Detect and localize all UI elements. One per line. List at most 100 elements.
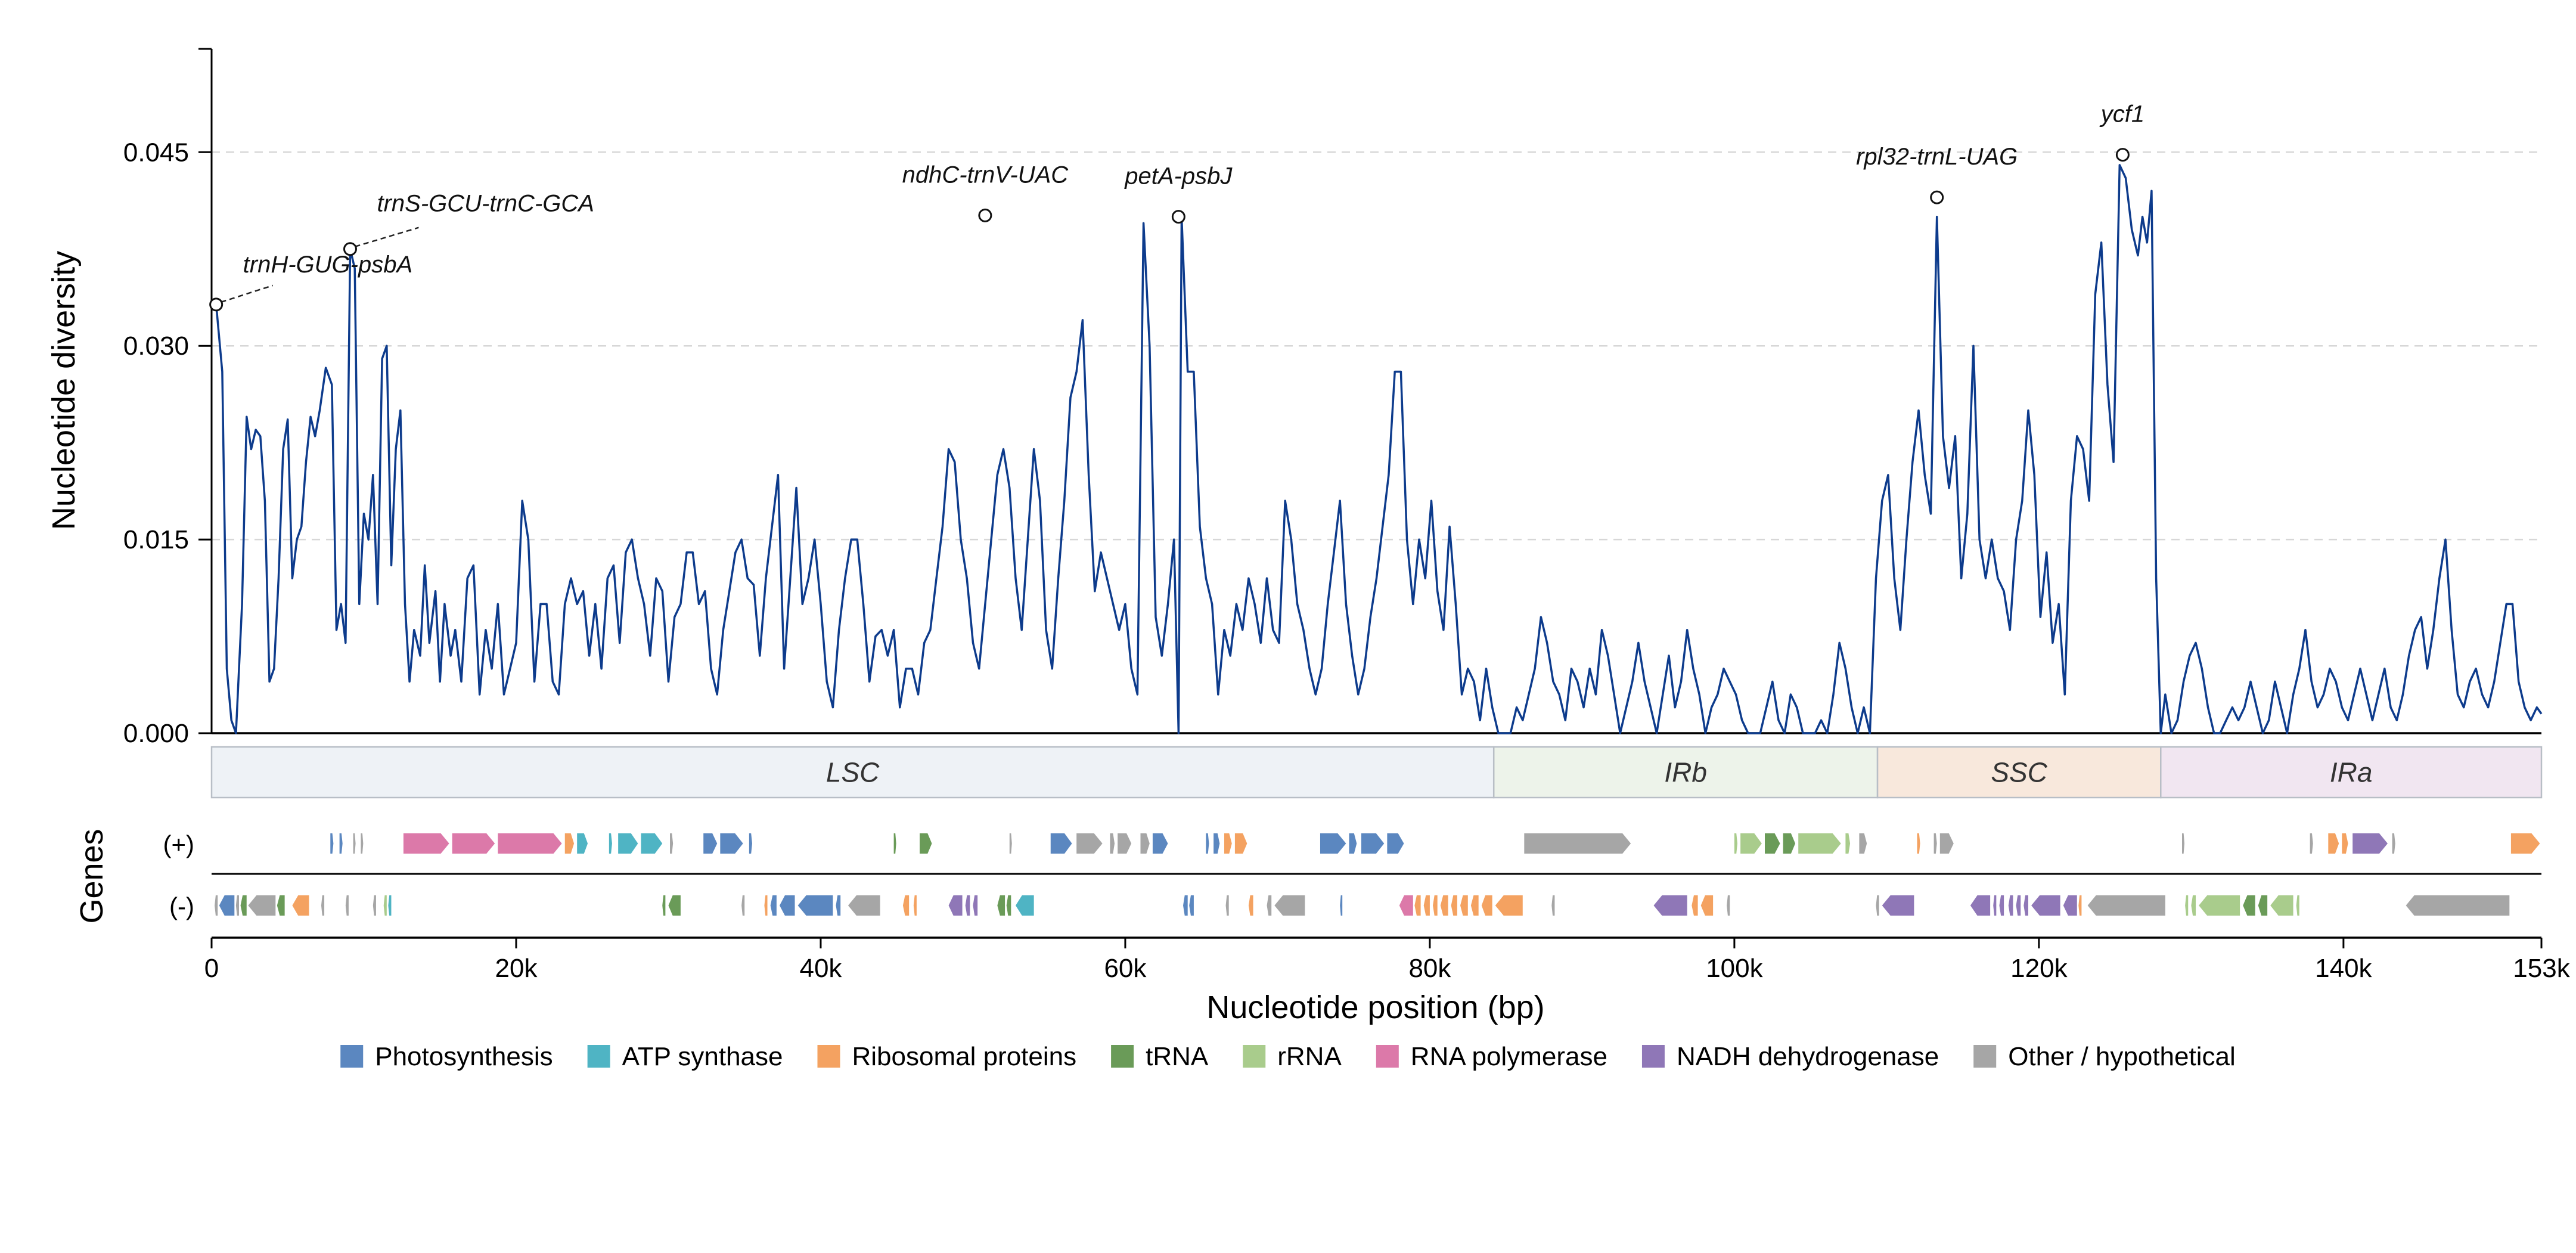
gene-feature — [609, 833, 612, 854]
legend-label: tRNA — [1146, 1042, 1209, 1071]
gene-feature — [1993, 895, 1997, 916]
gene-feature — [770, 895, 777, 916]
genome-regions: LSC IRb SSC IRa — [210, 746, 2543, 799]
gene-feature — [1152, 833, 1168, 854]
x-tick-label: 120k — [2010, 954, 2068, 983]
gene-feature — [564, 833, 575, 854]
gene-feature — [1234, 833, 1247, 854]
legend-label: NADH dehydrogenase — [1677, 1042, 1939, 1071]
peak-marker — [1930, 190, 1944, 204]
gene-feature — [2023, 895, 2028, 916]
legend-label: Other / hypothetical — [2008, 1042, 2236, 1071]
gene-feature — [388, 895, 392, 916]
gene-feature — [1882, 895, 1914, 916]
gene-feature — [235, 895, 239, 916]
gene-feature — [902, 895, 910, 916]
diversity-line — [215, 164, 2543, 734]
gene-feature — [2328, 833, 2339, 854]
genes-axis-label: Genes — [74, 829, 110, 923]
gene-feature — [948, 895, 963, 916]
peak-marker — [978, 208, 992, 222]
gene-feature — [920, 833, 932, 854]
gene-feature — [1050, 833, 1072, 854]
gene-feature — [1267, 895, 1272, 916]
gene-feature — [670, 833, 674, 854]
gene-feature — [997, 895, 1005, 916]
region-label: SSC — [1991, 757, 2047, 788]
x-tick-label: 60k — [1104, 954, 1147, 983]
gene-feature — [1076, 833, 1103, 854]
gene-feature — [277, 895, 285, 916]
gene-feature — [1248, 895, 1253, 916]
gene-feature — [1320, 833, 1346, 854]
gene-feature — [1939, 833, 1954, 854]
gene-feature — [1340, 895, 1343, 916]
gene-feature — [452, 833, 495, 854]
region-label: LSC — [826, 757, 880, 788]
gene-feature — [618, 833, 638, 854]
legend-swatch — [1243, 1045, 1266, 1068]
gene-feature — [321, 895, 325, 916]
gene-feature — [345, 895, 349, 916]
gene-feature — [1183, 895, 1188, 916]
gene-feature — [577, 833, 588, 854]
diversity-line-layer — [215, 164, 2543, 734]
peak-label: trnH-GUG-psbA — [243, 252, 412, 278]
legend-label: rRNA — [1277, 1042, 1342, 1071]
gene-feature — [292, 895, 309, 916]
y-tick-label: 0.045 — [123, 138, 189, 167]
gene-feature — [1433, 895, 1438, 916]
gene-feature — [1765, 833, 1780, 854]
gene-feature — [1451, 895, 1457, 916]
gene-feature — [1224, 833, 1232, 854]
gene-feature — [1727, 895, 1730, 916]
gene-feature — [353, 833, 356, 854]
legend: Photosynthesis ATP synthase Ribosomal prot… — [340, 1042, 2236, 1071]
peak-marker — [1171, 210, 1185, 224]
peak-label: ycf1 — [2099, 101, 2144, 128]
gene-feature — [2087, 895, 2165, 916]
gene-feature — [1700, 895, 1714, 916]
gene-feature — [1225, 895, 1229, 916]
gene-feature — [662, 895, 666, 916]
gene-feature — [2185, 895, 2189, 916]
grid-layer — [212, 151, 2541, 541]
gene-feature — [1740, 833, 1762, 854]
legend-swatch — [1376, 1045, 1399, 1068]
gene-feature — [1399, 895, 1413, 916]
gene-feature — [2258, 895, 2268, 916]
x-tick-label: 100k — [1706, 954, 1763, 983]
legend-swatch — [340, 1045, 364, 1068]
gene-feature — [1206, 833, 1209, 854]
region-block — [1876, 746, 2162, 799]
gene-feature — [1798, 833, 1841, 854]
gene-feature — [797, 895, 833, 916]
peak-label: trnS-GCU-trnC-GCA — [377, 191, 594, 217]
gene-feature — [1653, 895, 1687, 916]
legend-swatch — [1973, 1045, 1997, 1068]
gene-feature — [1460, 895, 1468, 916]
x-tick-label: 0 — [204, 954, 219, 983]
gene-feature — [764, 895, 768, 916]
gene-feature — [215, 895, 218, 916]
region-label: IRa — [2330, 757, 2373, 788]
region-block — [2160, 746, 2543, 799]
gene-feature — [240, 895, 247, 916]
gene-feature — [741, 895, 745, 916]
x-axis-label: Nucleotide position (bp) — [1206, 990, 1544, 1025]
gene-feature — [373, 895, 376, 916]
gene-feature — [1423, 895, 1430, 916]
gene-feature — [1524, 833, 1631, 854]
gene-feature — [1349, 833, 1357, 854]
x-tick-label: 20k — [495, 954, 538, 983]
gene-feature — [498, 833, 562, 854]
gene-feature — [2296, 895, 2299, 916]
gene-feature — [779, 895, 795, 916]
gene-feature — [2352, 833, 2388, 854]
gene-feature — [1692, 895, 1698, 916]
gene-feature — [361, 833, 364, 854]
legend-swatch — [1641, 1045, 1665, 1068]
gene-feature — [1933, 833, 1937, 854]
gene-feature — [2342, 833, 2348, 854]
gene-feature — [2016, 895, 2021, 916]
